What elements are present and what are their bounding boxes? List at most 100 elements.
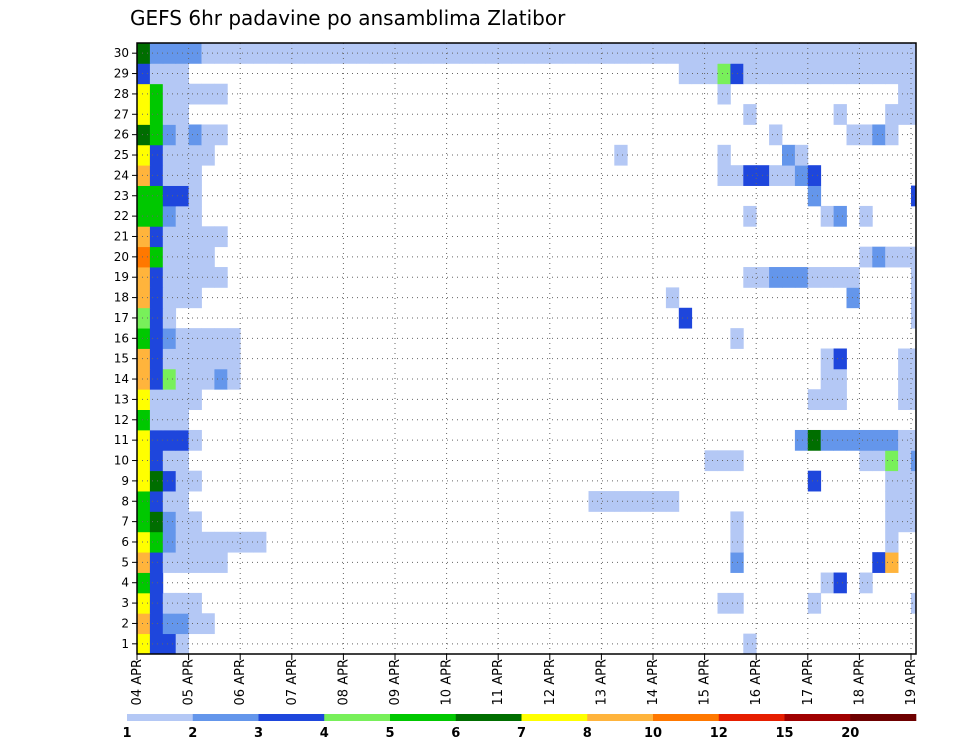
cell-m27-t2 [162, 104, 177, 125]
cell-m28-t6 [214, 83, 228, 105]
colorbar-label: 4 [320, 726, 329, 741]
cell-m30-t26 [472, 43, 486, 64]
cell-m1-t0 [137, 633, 151, 655]
colorbar-swatch-1 [127, 714, 194, 721]
cell-m11-t58 [885, 429, 899, 451]
cell-m10-t1 [149, 450, 164, 472]
cell-m30-t6 [214, 43, 228, 64]
cell-m8-t39 [640, 491, 654, 512]
x-tick-label: 12 APR [543, 659, 558, 705]
colorbar-label: 15 [775, 726, 793, 741]
cell-m26-t4 [188, 124, 202, 146]
cell-m10-t58 [885, 450, 899, 472]
plot-frame [136, 42, 917, 655]
cell-m19-t5 [201, 267, 215, 288]
x-tick-label: 18 APR [852, 659, 867, 705]
cell-m5-t57 [872, 552, 886, 573]
cell-m30-t28 [498, 43, 512, 64]
cell-m25-t45 [717, 144, 731, 166]
cell-m7-t59 [898, 511, 912, 533]
cell-m29-t52 [807, 63, 822, 85]
cell-m20-t59 [898, 246, 912, 268]
cell-m9-t0 [137, 470, 151, 492]
cell-m30-t1 [149, 43, 164, 64]
cell-m16-t5 [201, 328, 215, 349]
cell-m8-t2 [162, 491, 177, 512]
cell-m3-t0 [137, 592, 151, 614]
cell-m26-t57 [872, 124, 886, 146]
cell-m6-t5 [201, 531, 215, 553]
cell-m8-t40 [653, 491, 667, 512]
cell-m23-t2 [162, 185, 177, 207]
cell-m6-t4 [188, 531, 202, 553]
cell-m30-t23 [433, 43, 447, 64]
cell-m24-t0 [137, 165, 151, 186]
cell-m10-t2 [162, 450, 177, 472]
cell-m30-t52 [807, 43, 822, 64]
cell-m29-t47 [743, 63, 757, 85]
cell-m11-t0 [137, 429, 151, 451]
cell-m10-t45 [717, 450, 731, 472]
cell-m4-t54 [833, 572, 847, 594]
cell-m16-t4 [188, 328, 202, 349]
heatmap-cells [137, 43, 917, 655]
cell-m29-t0 [137, 63, 151, 85]
dotted-grid [137, 43, 916, 654]
x-tick-label: 14 APR [646, 659, 661, 705]
cell-m15-t2 [162, 348, 177, 370]
colorbar-swatch-3 [258, 714, 325, 721]
cell-m9-t60 [911, 470, 917, 492]
cell-m20-t1 [149, 246, 164, 268]
colorbar-swatch-4 [324, 714, 391, 721]
cell-m2-t4 [188, 613, 202, 635]
cell-m23-t4 [188, 185, 202, 207]
cell-m19-t6 [214, 267, 228, 288]
y-tick-label: 11 [114, 433, 129, 447]
cell-m18-t1 [149, 287, 164, 309]
cell-m30-t14 [317, 43, 331, 64]
cell-m20-t60 [911, 246, 917, 268]
cell-m29-t43 [691, 63, 705, 85]
x-tick-label: 11 APR [491, 659, 506, 705]
cell-m27-t0 [137, 104, 151, 125]
y-tick-label: 30 [114, 46, 129, 60]
y-tick-label: 13 [114, 392, 129, 406]
y-axis: 1234567891011121314151617181920212223242… [114, 46, 137, 651]
cell-m30-t20 [395, 43, 409, 64]
cell-m10-t59 [898, 450, 912, 472]
cell-m4-t0 [137, 572, 151, 594]
colorbar-label: 6 [451, 726, 460, 741]
cell-m5-t1 [149, 552, 164, 573]
cell-m30-t56 [859, 43, 873, 64]
cell-m22-t4 [188, 205, 202, 227]
cell-m20-t58 [885, 246, 899, 268]
cell-m30-t51 [794, 43, 809, 64]
cell-m14-t1 [149, 368, 164, 390]
cell-m14-t59 [898, 368, 912, 390]
cell-m22-t47 [743, 205, 757, 227]
cell-m8-t38 [627, 491, 641, 512]
y-tick-label: 12 [114, 413, 129, 427]
cell-m7-t60 [911, 511, 917, 533]
cell-m15-t1 [149, 348, 164, 370]
x-tick-label: 08 APR [336, 659, 351, 705]
cell-m30-t27 [485, 43, 499, 64]
cell-m20-t2 [162, 246, 177, 268]
cell-m30-t43 [691, 43, 705, 64]
cell-m30-t35 [588, 43, 602, 64]
cell-m23-t60 [911, 185, 917, 207]
cell-m13-t52 [807, 389, 822, 410]
cell-m11-t52 [807, 429, 822, 451]
y-tick-label: 18 [114, 291, 129, 305]
cell-m26-t56 [859, 124, 873, 146]
cell-m30-t0 [137, 43, 151, 64]
cell-m16-t0 [137, 328, 151, 349]
cell-m30-t36 [601, 43, 615, 64]
x-tick-label: 16 APR [749, 659, 764, 705]
cell-m30-t33 [562, 43, 576, 64]
cell-m28-t45 [717, 83, 731, 105]
cell-m11-t4 [188, 429, 202, 451]
y-tick-label: 23 [114, 189, 129, 203]
x-tick-label: 19 APR [904, 659, 919, 705]
cell-m16-t2 [162, 328, 177, 349]
